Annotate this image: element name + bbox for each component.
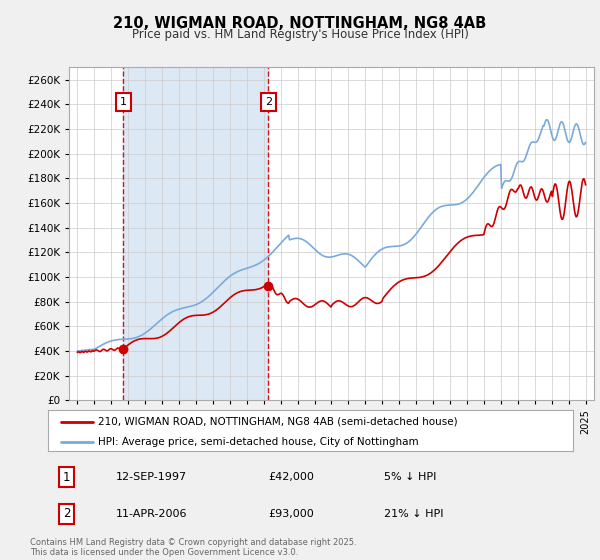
Text: 2: 2 bbox=[62, 507, 70, 520]
Text: 2: 2 bbox=[265, 97, 272, 107]
Text: 1: 1 bbox=[62, 471, 70, 484]
Text: 210, WIGMAN ROAD, NOTTINGHAM, NG8 4AB: 210, WIGMAN ROAD, NOTTINGHAM, NG8 4AB bbox=[113, 16, 487, 31]
Text: Contains HM Land Registry data © Crown copyright and database right 2025.
This d: Contains HM Land Registry data © Crown c… bbox=[30, 538, 356, 557]
Text: HPI: Average price, semi-detached house, City of Nottingham: HPI: Average price, semi-detached house,… bbox=[98, 437, 419, 447]
Text: 11-APR-2006: 11-APR-2006 bbox=[116, 509, 188, 519]
Text: 210, WIGMAN ROAD, NOTTINGHAM, NG8 4AB (semi-detached house): 210, WIGMAN ROAD, NOTTINGHAM, NG8 4AB (s… bbox=[98, 417, 458, 427]
Text: £93,000: £93,000 bbox=[269, 509, 314, 519]
Text: 21% ↓ HPI: 21% ↓ HPI bbox=[384, 509, 443, 519]
Text: 5% ↓ HPI: 5% ↓ HPI bbox=[384, 473, 436, 482]
Text: 12-SEP-1997: 12-SEP-1997 bbox=[116, 473, 187, 482]
Text: 1: 1 bbox=[119, 97, 127, 107]
Text: Price paid vs. HM Land Registry's House Price Index (HPI): Price paid vs. HM Land Registry's House … bbox=[131, 28, 469, 41]
Text: £42,000: £42,000 bbox=[269, 473, 314, 482]
Bar bbox=[123, 67, 268, 400]
